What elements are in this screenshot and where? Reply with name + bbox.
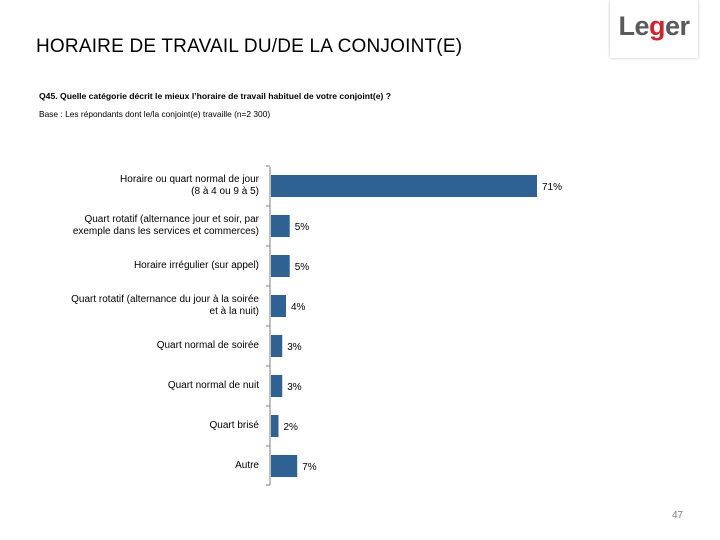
data-label: 71% xyxy=(542,182,562,193)
page-title: HORAIRE DE TRAVAIL DU/DE LA CONJOINT(E) xyxy=(36,36,463,57)
category-label-line: Quart rotatif (alternance du jour à la s… xyxy=(71,293,259,305)
category-label-line: exemple dans les services et commerces) xyxy=(72,226,259,237)
bar xyxy=(271,455,298,477)
bar xyxy=(271,335,283,357)
survey-base: Base : Les répondants dont le/la conjoin… xyxy=(39,109,271,119)
bar xyxy=(271,215,290,237)
data-label: 5% xyxy=(295,222,310,233)
category-label-line: Autre xyxy=(235,459,259,471)
category-label-line: Quart normal de soirée xyxy=(156,339,259,351)
data-label: 5% xyxy=(295,262,310,273)
category-label-line: Horaire ou quart normal de jour xyxy=(120,173,259,185)
category-label-line: (8 à 4 ou 9 à 5) xyxy=(191,186,259,197)
category-label: Quart rotatif (alternance du jour à la s… xyxy=(29,294,259,319)
data-label: 2% xyxy=(283,422,298,433)
category-label-line: Quart normal de nuit xyxy=(167,379,259,391)
data-label: 3% xyxy=(287,382,302,393)
bar xyxy=(271,295,286,317)
category-label: Horaire ou quart normal de jour (8 à 4 ou… xyxy=(29,174,259,199)
category-label: Autre xyxy=(29,460,259,473)
category-label: Quart rotatif (alternance jour et soir, … xyxy=(29,214,259,239)
logo-wordmark: Leger xyxy=(618,11,690,41)
category-label-line: et à la nuit) xyxy=(209,306,259,317)
bar xyxy=(271,255,290,277)
bar xyxy=(271,375,283,397)
category-label-line: Quart rotatif (alternance jour et soir, … xyxy=(84,213,259,225)
data-label: 7% xyxy=(302,462,317,473)
category-label-line: Quart brisé xyxy=(209,419,259,431)
page-number: 47 xyxy=(672,510,684,521)
leger-logo: Leger xyxy=(610,0,698,58)
category-label: Quart normal de soirée xyxy=(29,340,259,353)
bar xyxy=(271,415,279,437)
category-label: Horaire irrégulier (sur appel) xyxy=(29,260,259,273)
bar xyxy=(271,175,537,197)
data-label: 3% xyxy=(287,342,302,353)
category-label: Quart normal de nuit xyxy=(29,380,259,393)
data-label: 4% xyxy=(291,302,306,313)
survey-question: Q45. Quelle catégorie décrit le mieux l’… xyxy=(39,91,391,101)
category-label: Quart brisé xyxy=(29,420,259,433)
category-label-line: Horaire irrégulier (sur appel) xyxy=(133,259,259,271)
